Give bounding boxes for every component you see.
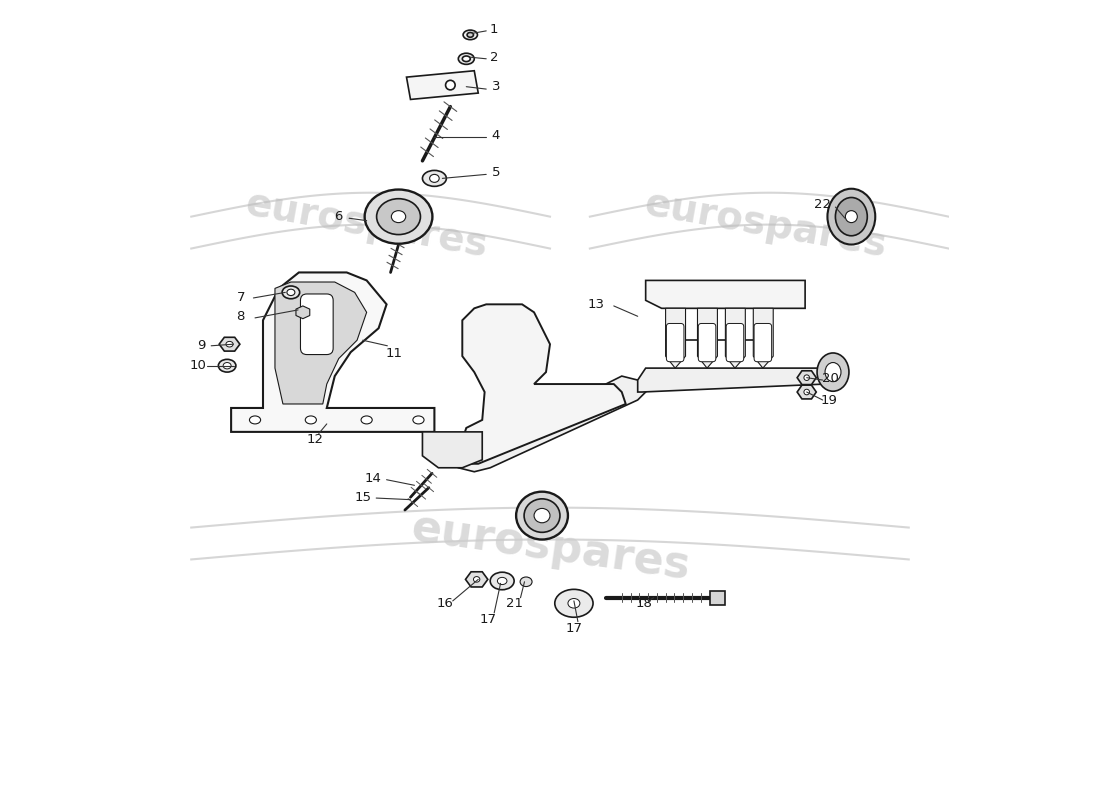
Ellipse shape	[468, 33, 473, 38]
Polygon shape	[422, 432, 482, 468]
Ellipse shape	[804, 375, 810, 381]
FancyBboxPatch shape	[300, 294, 333, 354]
Ellipse shape	[535, 509, 550, 522]
Text: 16: 16	[437, 597, 453, 610]
Ellipse shape	[524, 499, 560, 532]
Text: 1: 1	[490, 22, 498, 36]
Polygon shape	[459, 376, 646, 472]
Ellipse shape	[282, 286, 299, 298]
Ellipse shape	[520, 577, 532, 586]
Ellipse shape	[568, 598, 580, 608]
Ellipse shape	[817, 353, 849, 391]
Text: 17: 17	[480, 613, 496, 626]
Ellipse shape	[846, 210, 857, 222]
Text: 8: 8	[236, 310, 245, 322]
Polygon shape	[754, 308, 773, 368]
Ellipse shape	[226, 342, 233, 347]
Polygon shape	[725, 308, 746, 368]
Text: eurospares: eurospares	[641, 185, 890, 265]
Ellipse shape	[827, 189, 876, 245]
Text: 20: 20	[822, 372, 839, 385]
FancyBboxPatch shape	[698, 323, 716, 362]
Text: 3: 3	[492, 80, 500, 93]
Text: 6: 6	[334, 210, 343, 223]
Ellipse shape	[364, 190, 432, 244]
Text: eurospares: eurospares	[408, 506, 692, 588]
Ellipse shape	[463, 30, 477, 40]
Ellipse shape	[412, 416, 424, 424]
Ellipse shape	[497, 578, 507, 585]
Text: 17: 17	[565, 622, 582, 635]
Ellipse shape	[287, 289, 295, 295]
Ellipse shape	[219, 359, 235, 372]
Ellipse shape	[491, 572, 514, 590]
Text: 13: 13	[587, 298, 605, 311]
FancyBboxPatch shape	[726, 323, 744, 362]
Ellipse shape	[516, 492, 568, 539]
Ellipse shape	[361, 416, 372, 424]
Ellipse shape	[430, 174, 439, 182]
Ellipse shape	[554, 590, 593, 618]
Polygon shape	[798, 385, 816, 399]
Polygon shape	[462, 304, 626, 464]
Text: 12: 12	[306, 434, 323, 446]
Ellipse shape	[835, 198, 867, 236]
Ellipse shape	[462, 56, 471, 62]
Text: 22: 22	[814, 198, 832, 211]
Polygon shape	[275, 282, 366, 404]
Text: 5: 5	[492, 166, 500, 179]
Text: 14: 14	[364, 472, 382, 485]
Text: 18: 18	[636, 597, 652, 610]
FancyBboxPatch shape	[667, 323, 684, 362]
Ellipse shape	[306, 416, 317, 424]
Ellipse shape	[422, 170, 447, 186]
Ellipse shape	[804, 390, 810, 395]
Text: 21: 21	[506, 597, 522, 610]
Ellipse shape	[376, 198, 420, 234]
Ellipse shape	[392, 210, 406, 222]
Polygon shape	[697, 308, 717, 368]
Text: 10: 10	[189, 359, 206, 372]
Ellipse shape	[223, 362, 231, 369]
Polygon shape	[638, 368, 837, 392]
Polygon shape	[465, 572, 487, 587]
Ellipse shape	[446, 80, 455, 90]
Bar	[711, 590, 725, 605]
Polygon shape	[666, 308, 685, 368]
Polygon shape	[407, 70, 478, 99]
Ellipse shape	[473, 577, 480, 582]
Text: 4: 4	[492, 129, 500, 142]
Text: 19: 19	[821, 394, 837, 406]
Text: 2: 2	[490, 50, 498, 64]
FancyBboxPatch shape	[755, 323, 771, 362]
Text: 11: 11	[386, 347, 403, 360]
Polygon shape	[231, 273, 434, 432]
Text: 15: 15	[354, 490, 371, 504]
Polygon shape	[646, 281, 805, 308]
Polygon shape	[219, 338, 240, 351]
Text: 9: 9	[197, 339, 205, 352]
Ellipse shape	[250, 416, 261, 424]
Text: 7: 7	[236, 291, 245, 305]
Text: eurospares: eurospares	[242, 185, 491, 265]
Polygon shape	[296, 306, 310, 318]
Ellipse shape	[459, 54, 474, 64]
Polygon shape	[798, 370, 816, 385]
Ellipse shape	[825, 362, 842, 382]
